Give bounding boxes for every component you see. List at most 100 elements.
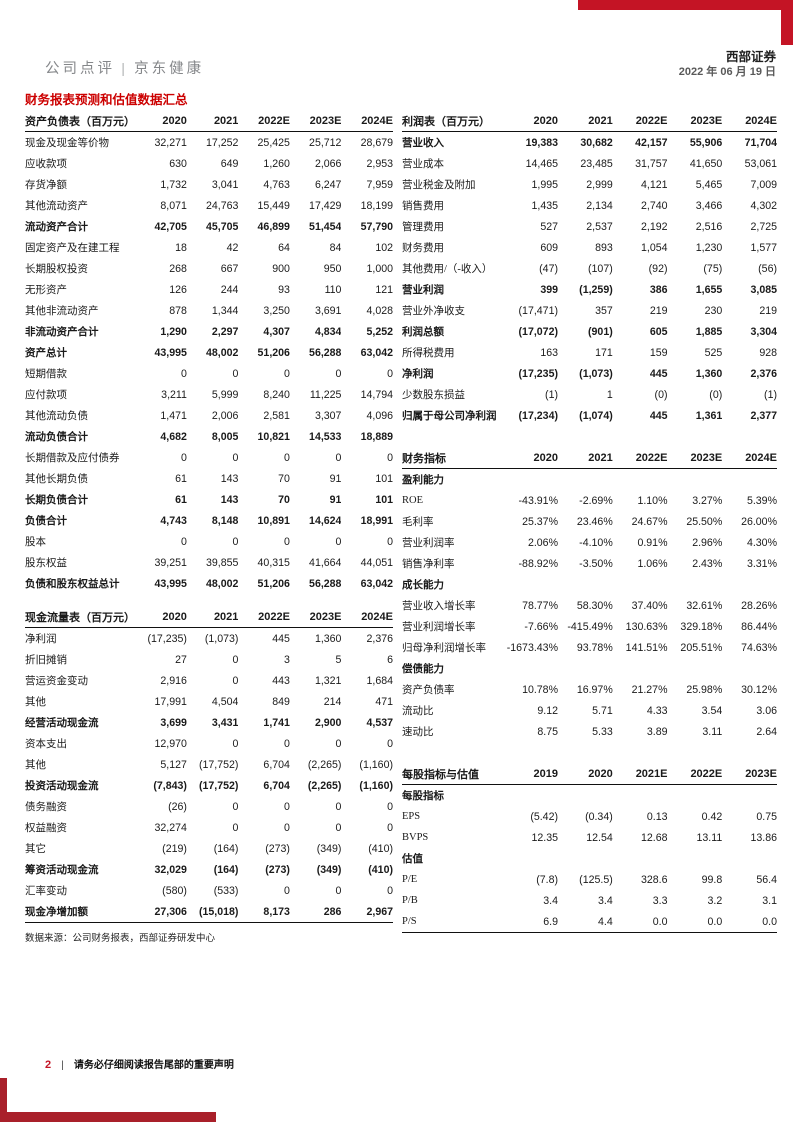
table-row: P/B 3.4 3.4 3.3 3.2 3.1 [402, 890, 777, 911]
cell-value: (1,259) [579, 283, 613, 296]
cell-value: 445 [272, 632, 290, 645]
cell-value: 10.78% [522, 683, 558, 696]
cell-value: 21.27% [631, 683, 668, 696]
cell-value: 171 [595, 346, 613, 359]
cell-value: 329.18% [680, 620, 723, 633]
cell-value: 2,516 [695, 220, 723, 233]
year-header: 2022E [238, 606, 290, 628]
cell-value: 48,002 [206, 346, 239, 359]
cell-value: 159 [649, 346, 668, 359]
row-label: BVPS [402, 832, 429, 843]
cell-value: 40,315 [257, 556, 290, 569]
report-date: 2022 年 06 月 19 日 [678, 66, 776, 78]
row-label: P/E [402, 874, 418, 885]
cell-value: 1,885 [695, 325, 723, 338]
cell-value: (26) [168, 800, 187, 813]
cell-value: (5.42) [530, 810, 558, 823]
row-label: 筹资活动现金流 [25, 865, 99, 876]
cell-value: (17,752) [198, 779, 239, 792]
table-row: 净利润 (17,235) (1,073) 445 1,360 2,376 [25, 628, 393, 650]
cell-value [558, 785, 613, 807]
cell-value: 39,251 [154, 556, 187, 569]
row-label: P/B [402, 895, 418, 906]
cell-value: 1,260 [263, 157, 290, 170]
cell-value [668, 469, 723, 491]
table-row: 现金及现金等价物 32,271 17,252 25,425 25,712 28,679 [25, 132, 393, 154]
cell-value: 4,307 [263, 325, 290, 338]
row-label: 其他 [25, 697, 46, 708]
cell-value: 63,042 [360, 577, 393, 590]
table-row: 成长能力 [402, 574, 777, 595]
cell-value: 91 [329, 493, 342, 506]
cell-value: 1,360 [314, 632, 342, 645]
cell-value: 5.33 [592, 725, 613, 738]
cell-value: 0 [232, 367, 239, 380]
row-label: 偿债能力 [402, 664, 444, 675]
cell-value: 56.4 [756, 873, 777, 886]
cell-value: 14,533 [309, 430, 342, 443]
cell-value: 58.30% [576, 599, 613, 612]
cell-value: 3.4 [598, 894, 613, 907]
cell-value: 1,230 [695, 241, 723, 254]
cell-value: 10,891 [257, 514, 290, 527]
row-label: 每股指标 [402, 791, 444, 802]
cell-value: 2,537 [586, 220, 613, 233]
cell-value: 57,790 [360, 220, 393, 233]
table-row: 负债和股东权益总计 43,995 48,002 51,206 56,288 63,042 [25, 573, 393, 594]
year-header: 2023E [289, 110, 342, 132]
cell-value: 4.4 [558, 911, 613, 933]
row-label: 长期借款及应付债券 [25, 453, 120, 464]
cell-value: 3.2 [707, 894, 723, 907]
cell-value [668, 848, 723, 869]
row-label: 净利润 [25, 634, 57, 645]
table-row: 债务融资 (26) 0 0 0 0 [25, 796, 393, 817]
row-label: 资产负债率 [402, 685, 455, 696]
cell-value: -43.91% [518, 494, 558, 507]
cell-value: 3.31% [746, 557, 777, 570]
row-label: 估值 [402, 854, 423, 865]
cell-value: 2,900 [314, 716, 342, 729]
table-row: 营业收入增长率 78.77% 58.30% 37.40% 32.61% 28.26% [402, 595, 777, 616]
cell-value: 1,741 [263, 716, 290, 729]
cell-value: 163 [540, 346, 558, 359]
row-label: 资本支出 [25, 739, 67, 750]
table-row: 股本 0 0 0 0 0 [25, 531, 393, 552]
cell-value: (47) [539, 262, 558, 275]
cell-value: 0 [387, 367, 393, 380]
cell-value: 445 [649, 409, 668, 422]
cell-value: 2.96% [692, 536, 723, 549]
cell-value: 0.91% [637, 536, 668, 549]
cell-value [613, 469, 668, 491]
cell-value: 0.75 [756, 810, 777, 823]
balance-sheet-table: 资产负债表（百万元） 2020 2021 2022E 2023E 2024E 现金及现金等价… [25, 110, 393, 594]
cell-value: 0 [181, 535, 187, 548]
cell-value: -3.50% [579, 557, 613, 570]
row-label: 股本 [25, 537, 46, 548]
year-header: 2024E [722, 447, 777, 469]
year-header: 2023E [667, 110, 723, 132]
table-row: 筹资活动现金流 32,029 (164) (273) (349) (410) [25, 859, 393, 880]
cell-value: 0 [387, 800, 393, 813]
table-row: 流动负债合计 4,682 8,005 10,821 14,533 18,889 [25, 426, 393, 447]
cell-value: 1,054 [640, 241, 668, 254]
cell-value: (1) [545, 388, 558, 401]
cell-value: 1,577 [750, 241, 777, 254]
cell-value: 8,173 [238, 901, 290, 923]
cell-value: 527 [540, 220, 558, 233]
cell-value: 3.11 [702, 725, 723, 738]
brand-name: 西部证券 [725, 50, 776, 64]
cell-value: 63,042 [360, 346, 393, 359]
cell-value: 3,304 [750, 325, 777, 338]
cell-value: 219 [759, 304, 777, 317]
cell-value [668, 658, 723, 679]
table-row: 流动资产合计 42,705 45,705 46,899 51,454 57,790 [25, 216, 393, 237]
footer-divider: | [61, 1060, 64, 1071]
cell-value: 4.33 [646, 704, 668, 717]
cell-value: 10,821 [257, 430, 290, 443]
row-label: 所得税费用 [402, 348, 455, 359]
cell-value: 18,199 [360, 199, 393, 212]
table-row: 所得税费用 163 171 159 525 928 [402, 342, 777, 363]
table-row: 存货净额 1,732 3,041 4,763 6,247 7,959 [25, 174, 393, 195]
cell-value: (533) [213, 884, 239, 897]
row-label: 其他流动资产 [25, 201, 88, 212]
